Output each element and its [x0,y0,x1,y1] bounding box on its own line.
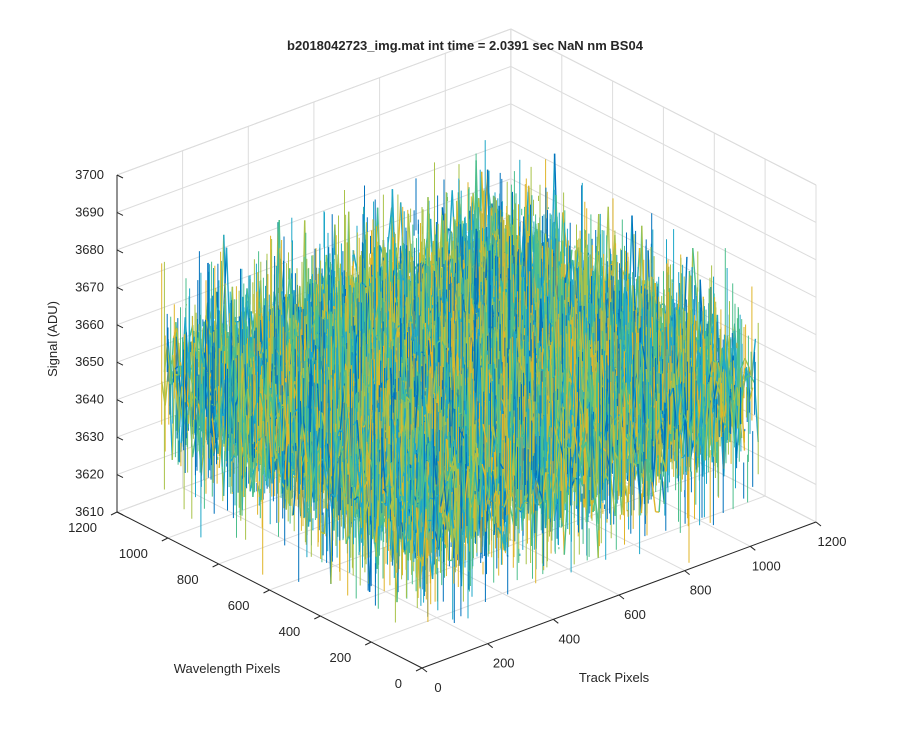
surface-segment [448,190,453,260]
back-wall-grid-line [116,178,512,326]
surface-segment [274,219,280,331]
side-wall-grid-line [510,65,817,223]
surface-segment [177,386,183,433]
back-wall-grid-line [116,103,512,251]
side-wall-grid-line [510,178,817,336]
surface-segment [169,337,175,406]
side-wall-grid-line [510,103,817,261]
surface-segment [166,345,172,382]
surface-segment [172,327,178,339]
top-side-edge [510,28,817,186]
back-wall-grid-line [116,140,512,288]
side-wall-grid-line [510,140,817,298]
surface-segment [387,207,393,243]
back-wall-grid-line [116,65,512,213]
surface [161,140,759,623]
top-back-edge [116,28,512,176]
surface-segment [172,354,177,391]
